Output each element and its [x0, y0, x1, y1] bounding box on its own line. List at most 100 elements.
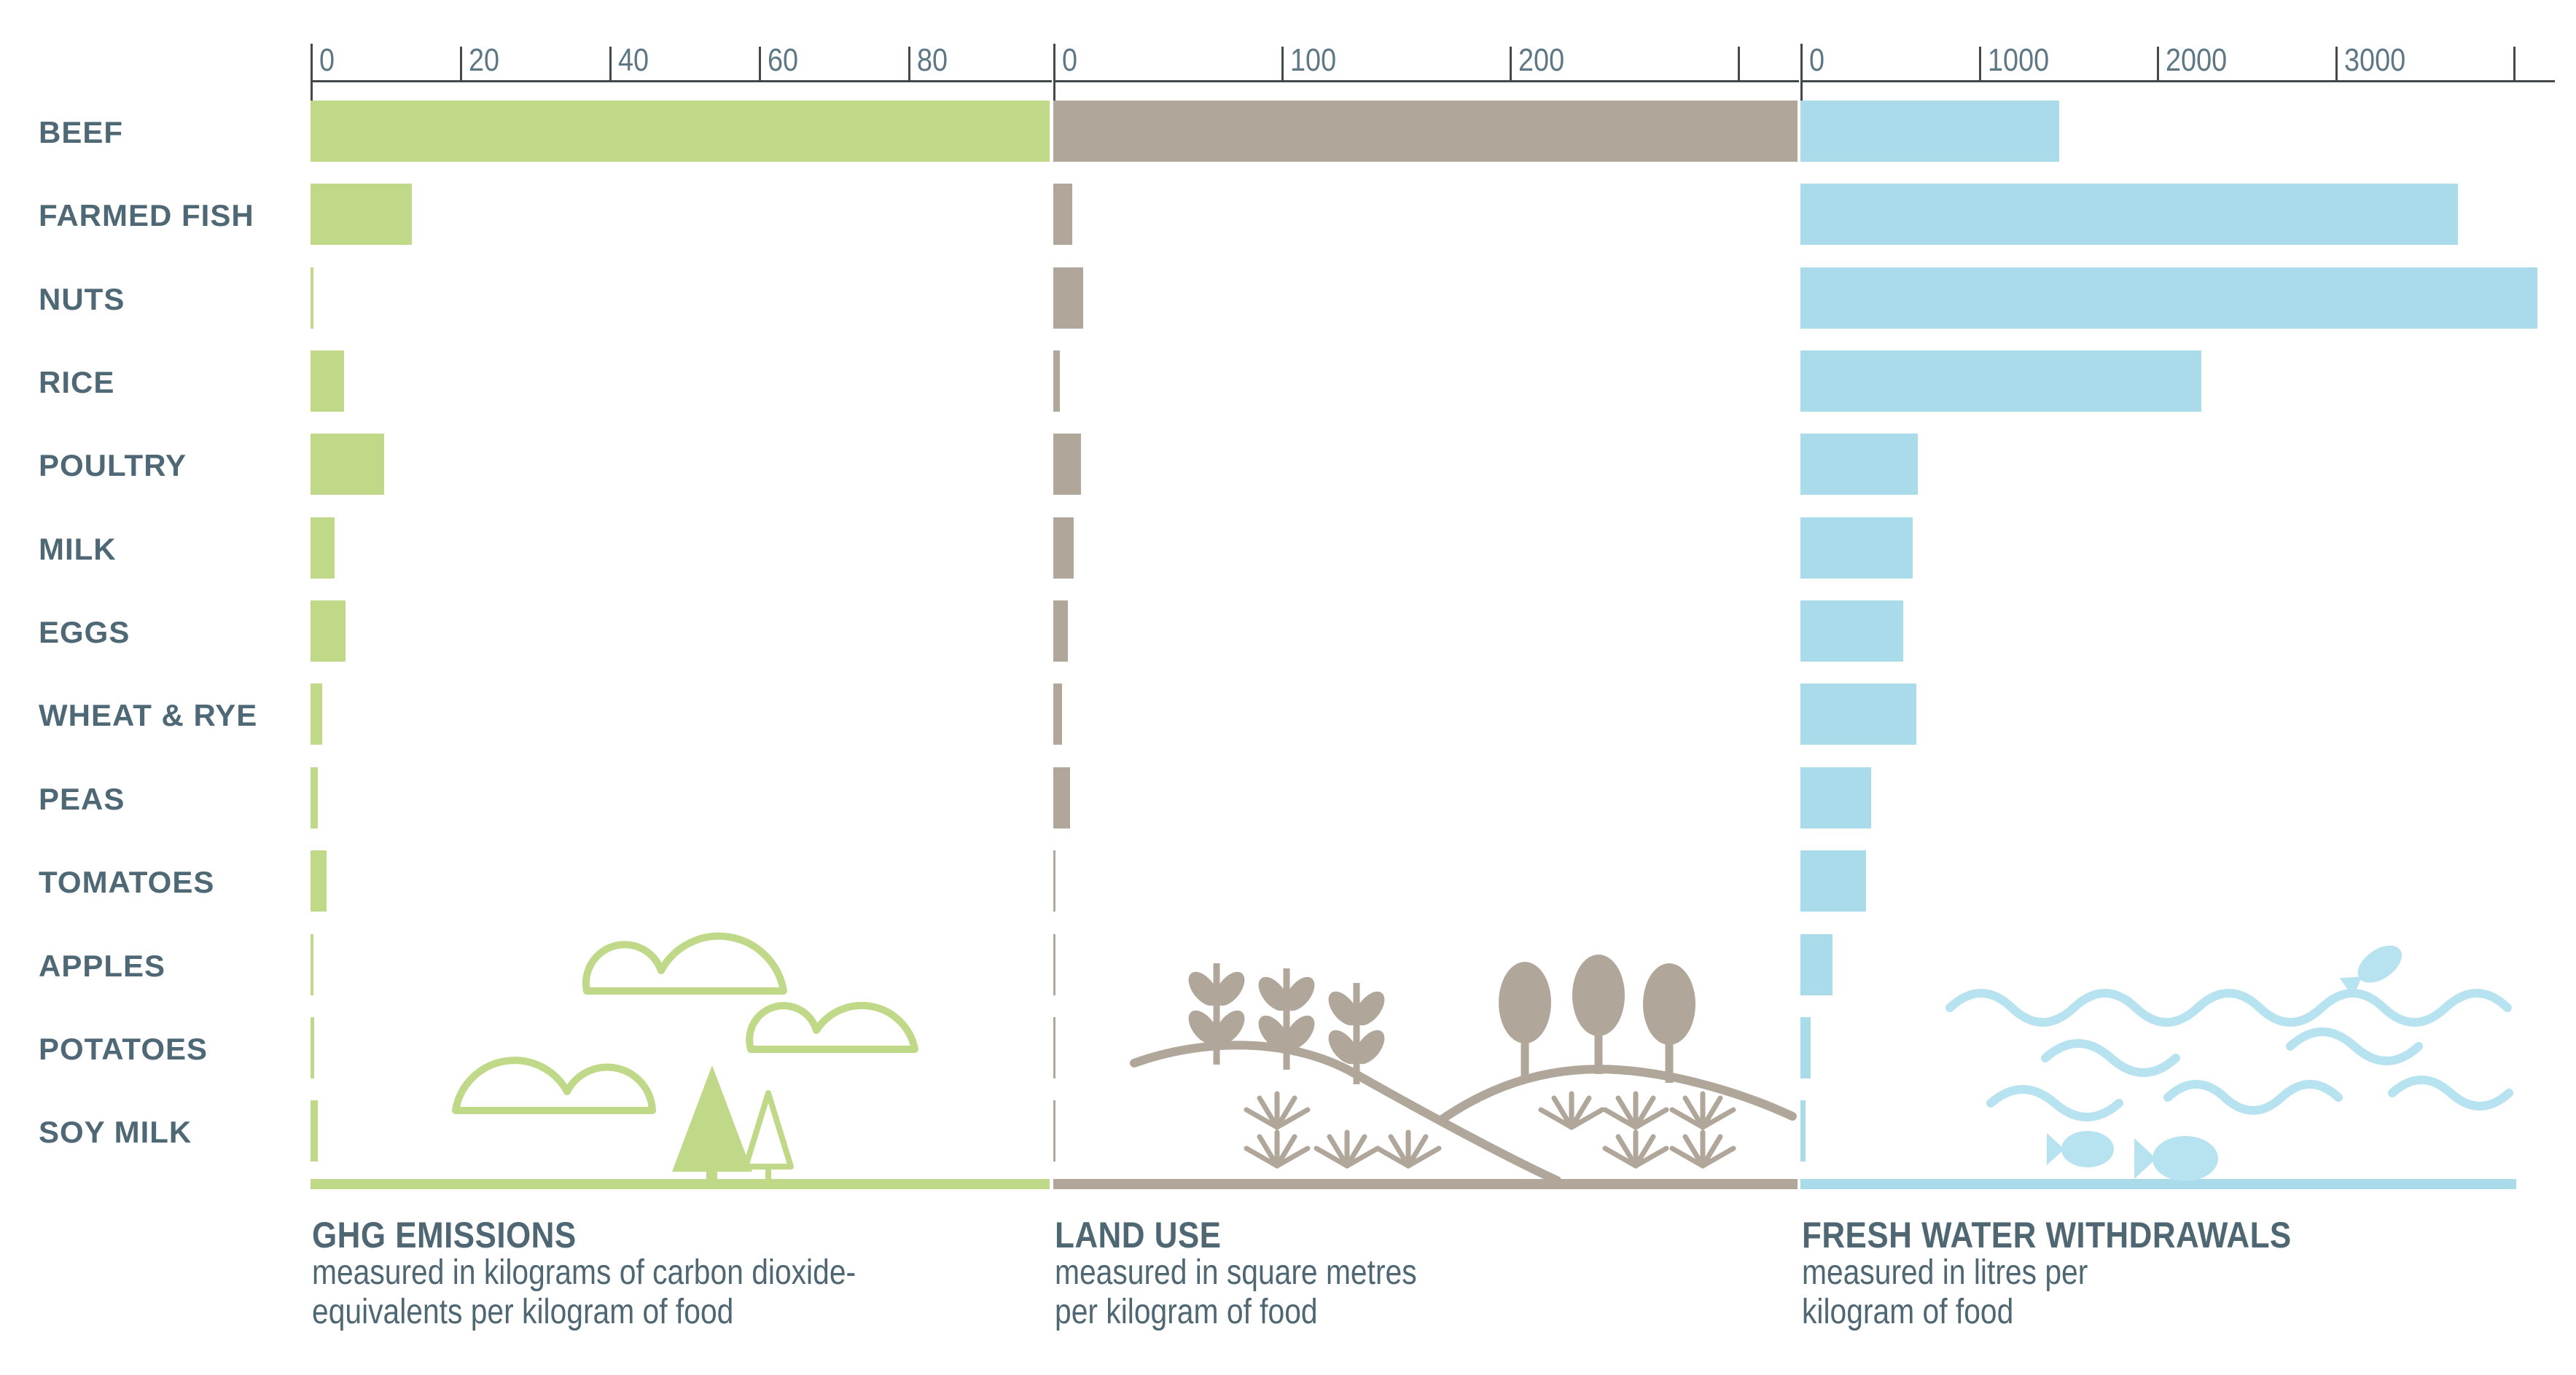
- food-label: FARMED FISH: [39, 198, 254, 233]
- tree-trunk: [706, 1170, 717, 1180]
- bar-fresh-water-withdrawals: [1800, 850, 1867, 912]
- bar-land-use: [1053, 267, 1083, 329]
- axis-tick: [460, 47, 462, 82]
- grass-tuft-icon: [1672, 1094, 1733, 1127]
- axis-tick-label: 60: [768, 42, 799, 78]
- axis-tick: [1978, 47, 1981, 82]
- bar-land-use: [1053, 1100, 1055, 1162]
- food-label: POULTRY: [39, 448, 187, 483]
- grass-tuft-icon: [1541, 1094, 1602, 1127]
- food-label: EGGS: [39, 615, 130, 650]
- panel-title: LAND USE: [1055, 1215, 1222, 1255]
- axis-line: [1800, 80, 2555, 82]
- bar-fresh-water-withdrawals: [1800, 101, 2059, 162]
- axis-line: [1053, 80, 1799, 82]
- food-label: SOY MILK: [39, 1115, 192, 1150]
- axis-tick: [1281, 47, 1284, 82]
- food-label: TOMATOES: [39, 865, 215, 900]
- bar-fresh-water-withdrawals: [1800, 350, 2201, 412]
- panel-baseline: [1800, 1179, 2516, 1189]
- round-tree-icon: [1643, 963, 1695, 1083]
- grass-tuft-icon: [1605, 1094, 1666, 1127]
- panel-subtitle: per kilogram of food: [1055, 1293, 1318, 1331]
- bar-land-use: [1053, 600, 1068, 662]
- bar-fresh-water-withdrawals: [1800, 267, 2537, 329]
- axis-tick-label: 80: [917, 42, 948, 78]
- farmland-hills-illustration: [1130, 955, 1797, 1185]
- wave-line: [2041, 1039, 2180, 1077]
- axis-tick: [311, 44, 313, 101]
- axis-tick: [908, 47, 910, 82]
- bar-ghg-emissions: [311, 267, 314, 329]
- waves-fish-illustration: [1945, 945, 2513, 1181]
- food-label: POTATOES: [39, 1031, 208, 1066]
- axis-tick: [609, 47, 612, 82]
- grass-tuft-icon: [1378, 1132, 1439, 1166]
- axis-line: [311, 80, 1052, 82]
- food-label: PEAS: [39, 781, 125, 816]
- bar-ghg-emissions: [311, 1016, 315, 1078]
- bar-ghg-emissions: [311, 683, 323, 745]
- bar-land-use: [1053, 184, 1073, 246]
- hill-line: [1130, 1041, 1561, 1185]
- tree-outline-icon: [743, 1090, 794, 1170]
- bar-fresh-water-withdrawals: [1800, 1016, 1811, 1078]
- bar-fresh-water-withdrawals: [1800, 434, 1919, 495]
- wave-line: [1986, 1085, 2123, 1121]
- food-label: MILK: [39, 531, 117, 566]
- bar-fresh-water-withdrawals: [1800, 184, 2459, 246]
- axis-tick: [2513, 47, 2515, 82]
- bar-ghg-emissions: [311, 434, 385, 495]
- fish-icon: [2134, 1136, 2218, 1181]
- wheat-plant-icon: [1183, 963, 1251, 1065]
- panel-subtitle: measured in kilograms of carbon dioxide-: [312, 1253, 856, 1292]
- wheat-plant-icon: [1253, 968, 1321, 1070]
- bar-fresh-water-withdrawals: [1800, 683, 1916, 745]
- bar-land-use: [1053, 517, 1074, 579]
- axis-tick-label: 40: [618, 42, 649, 78]
- axis-tick-label: 3000: [2343, 42, 2405, 78]
- bar-ghg-emissions: [311, 933, 314, 995]
- axis-tick-label: 0: [319, 42, 335, 78]
- bar-land-use: [1053, 434, 1082, 495]
- bar-land-use: [1053, 767, 1071, 828]
- bar-ghg-emissions: [311, 517, 335, 579]
- clouds-trees-illustration: [452, 932, 918, 1180]
- bar-fresh-water-withdrawals: [1800, 767, 1872, 828]
- bar-ghg-emissions: [311, 184, 413, 246]
- bar-land-use: [1053, 350, 1060, 412]
- axis-tick-label: 200: [1518, 42, 1565, 78]
- panel-title: FRESH WATER WITHDRAWALS: [1802, 1215, 2292, 1255]
- panel-title: GHG EMISSIONS: [312, 1215, 577, 1255]
- bar-fresh-water-withdrawals: [1800, 1100, 1806, 1162]
- bar-land-use: [1053, 933, 1055, 995]
- panel-subtitle: equivalents per kilogram of food: [312, 1293, 734, 1331]
- axis-tick: [1053, 44, 1055, 101]
- wave-line: [1945, 989, 2512, 1027]
- cloud-icon: [746, 1001, 918, 1053]
- axis-tick-label: 100: [1290, 42, 1337, 78]
- bar-fresh-water-withdrawals: [1800, 600, 1904, 662]
- cloud-icon: [452, 1057, 656, 1114]
- bar-land-use: [1053, 850, 1055, 912]
- axis-tick: [1510, 47, 1512, 82]
- round-tree-icon: [1499, 962, 1551, 1081]
- round-tree-icon: [1572, 955, 1625, 1074]
- food-label: NUTS: [39, 281, 125, 316]
- wave-line: [2163, 1080, 2343, 1115]
- hill-line: [1437, 1065, 1797, 1124]
- food-label: WHEAT & RYE: [39, 698, 258, 733]
- grass-tuft-icon: [1316, 1132, 1378, 1166]
- axis-tick: [759, 47, 761, 82]
- bar-fresh-water-withdrawals: [1800, 517, 1913, 579]
- bar-ghg-emissions: [311, 101, 1050, 162]
- axis-tick: [2335, 47, 2338, 82]
- food-label: BEEF: [39, 115, 124, 149]
- panel-subtitle: measured in litres per: [1802, 1253, 2088, 1292]
- axis-tick: [2157, 47, 2159, 82]
- tree-icon: [672, 1065, 752, 1172]
- bar-land-use: [1053, 101, 1798, 162]
- bar-ghg-emissions: [311, 600, 346, 662]
- bar-ghg-emissions: [311, 350, 345, 412]
- bar-land-use: [1053, 1016, 1055, 1078]
